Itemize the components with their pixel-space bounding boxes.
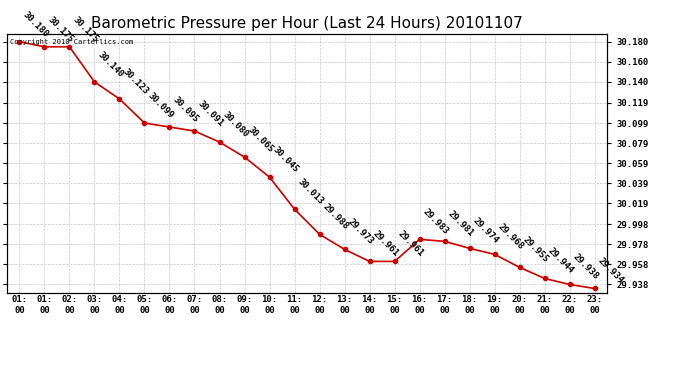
Text: 29.961: 29.961 (371, 230, 400, 259)
Text: 29.981: 29.981 (446, 209, 475, 238)
Text: 30.175: 30.175 (71, 15, 100, 44)
Text: 30.095: 30.095 (171, 95, 200, 124)
Text: 30.099: 30.099 (146, 91, 175, 120)
Text: 29.973: 29.973 (346, 217, 375, 247)
Text: 30.013: 30.013 (296, 177, 325, 207)
Text: 29.938: 29.938 (571, 252, 600, 282)
Text: 29.944: 29.944 (546, 246, 575, 276)
Text: 30.175: 30.175 (46, 15, 75, 44)
Text: 29.983: 29.983 (421, 207, 450, 237)
Title: Barometric Pressure per Hour (Last 24 Hours) 20101107: Barometric Pressure per Hour (Last 24 Ho… (91, 16, 523, 31)
Text: 30.140: 30.140 (96, 50, 125, 79)
Text: 30.091: 30.091 (196, 99, 225, 128)
Text: 30.080: 30.080 (221, 110, 250, 139)
Text: 29.988: 29.988 (321, 202, 350, 231)
Text: 29.968: 29.968 (496, 222, 525, 252)
Text: 29.934: 29.934 (596, 256, 625, 286)
Text: 30.123: 30.123 (121, 67, 150, 96)
Text: 30.045: 30.045 (271, 145, 300, 174)
Text: 29.955: 29.955 (521, 236, 550, 265)
Text: 30.065: 30.065 (246, 125, 275, 154)
Text: Copyright 2010 Carterlics.com: Copyright 2010 Carterlics.com (10, 39, 133, 45)
Text: 30.180: 30.180 (21, 10, 50, 39)
Text: 29.974: 29.974 (471, 216, 500, 246)
Text: 29.961: 29.961 (396, 230, 425, 259)
